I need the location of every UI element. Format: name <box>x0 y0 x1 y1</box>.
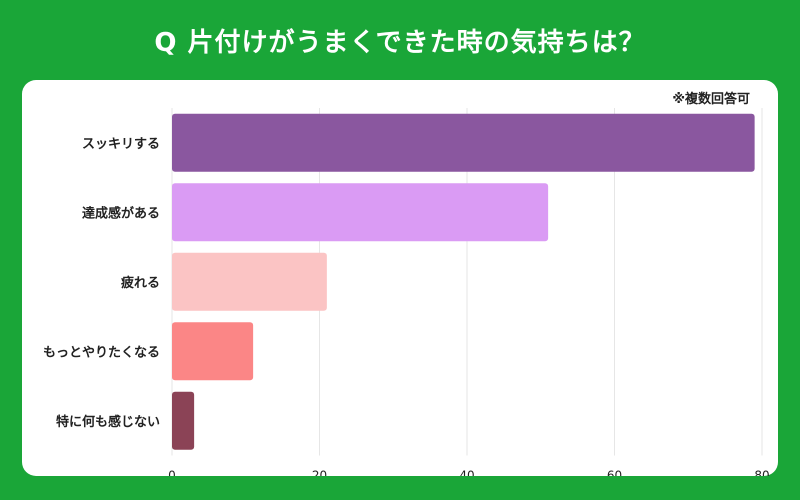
x-tick-label: 20 <box>312 469 327 477</box>
category-label: 疲れる <box>121 275 160 291</box>
bar <box>172 252 327 311</box>
multiple-answer-note: ※複数回答可 <box>672 92 750 107</box>
x-tick-label: 0 <box>168 469 176 477</box>
bar <box>172 113 755 172</box>
category-label: スッキリする <box>82 137 160 152</box>
category-label: もっとやりたくなる <box>43 345 160 360</box>
bar-chart: 0 20 40 60 80 スッキリする達成感がある疲れるもっとやりたくなる特に何も感じな… <box>43 108 770 477</box>
x-tick-label: 60 <box>607 469 622 477</box>
chart-panel: ※複数回答可 0 20 40 60 80 スッキリする 達成感がある疲れるもっとやりたくなる… <box>22 80 778 476</box>
x-tick-label: 80 <box>754 469 769 477</box>
x-tick-label: 40 <box>459 469 474 477</box>
bar <box>172 391 195 450</box>
bar <box>172 322 254 381</box>
category-label: 達成感がある <box>82 205 160 221</box>
bar <box>172 183 549 242</box>
chart-title: Q 片付けがうまくできた時の気持ちは？ <box>154 28 646 58</box>
category-label: 特に何も感じない <box>56 414 160 430</box>
